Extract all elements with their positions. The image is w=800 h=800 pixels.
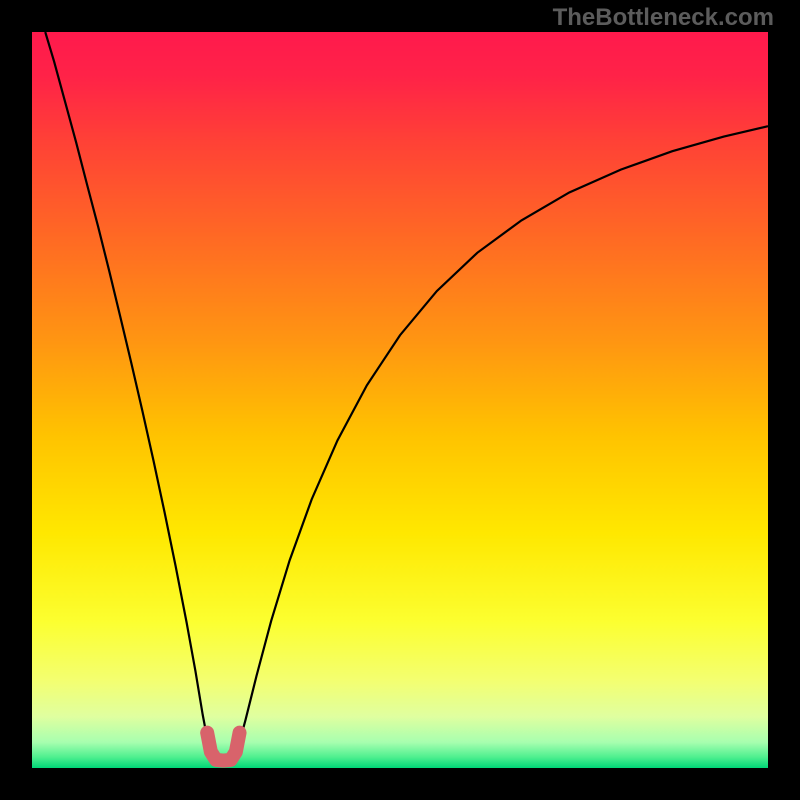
watermark-text: TheBottleneck.com	[553, 4, 774, 32]
chart-container: TheBottleneck.com	[0, 0, 800, 800]
curve-overlay	[0, 0, 800, 800]
bottleneck-curve	[45, 32, 768, 766]
dip-marker	[207, 733, 239, 761]
